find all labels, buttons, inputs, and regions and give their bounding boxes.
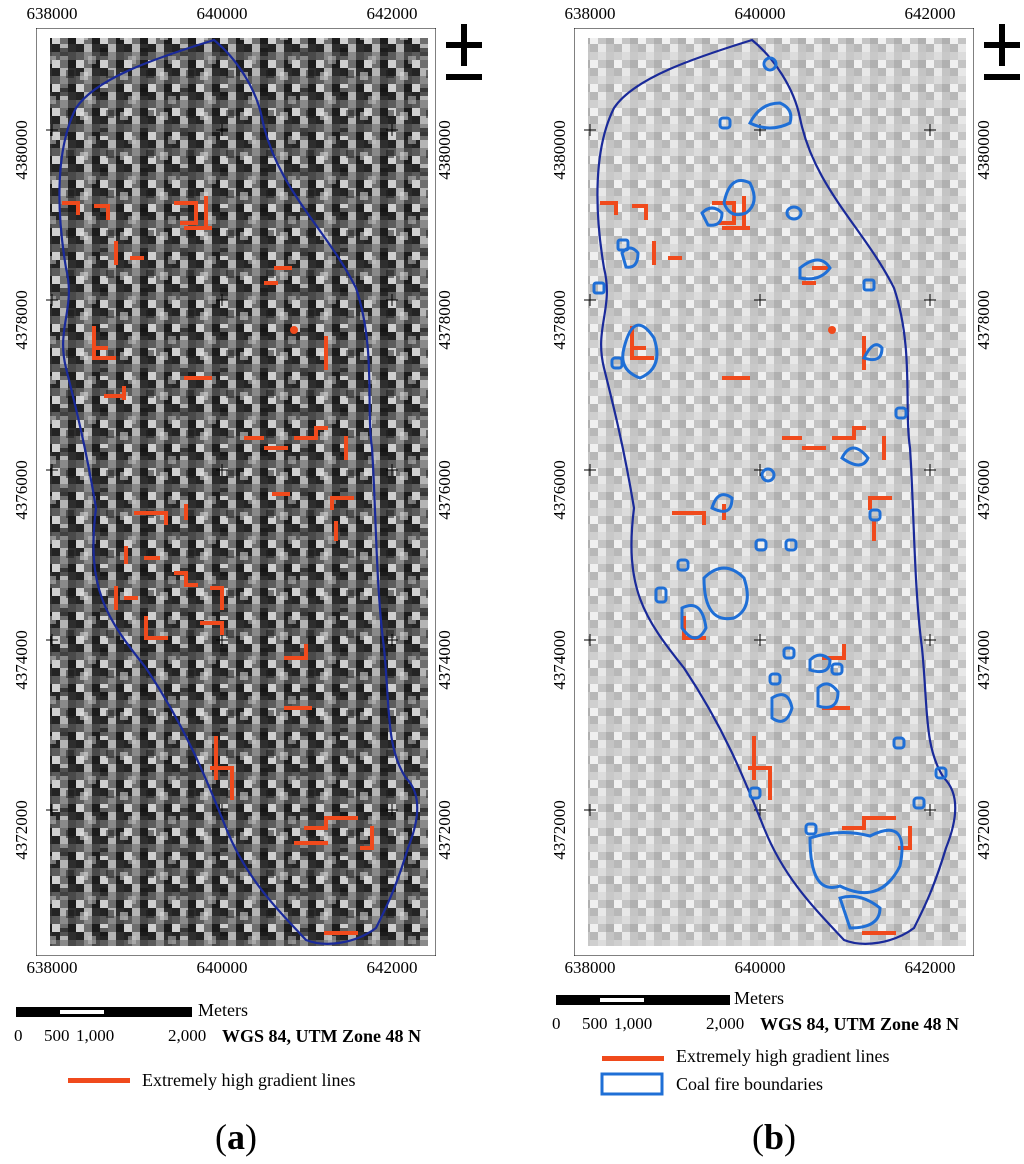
scale-label: 0: [14, 1026, 23, 1045]
scale-label: 1,000: [76, 1026, 115, 1045]
legend-box-swatch: [600, 1072, 664, 1096]
y-tick-right: 4372000: [435, 800, 454, 860]
y-tick-right: 4372000: [974, 800, 993, 860]
north-arrow-icon: [984, 24, 1020, 80]
scale-label: 1,000: [614, 1014, 653, 1033]
y-tick-right: 4374000: [974, 630, 993, 690]
x-tick-bottom: 640000: [734, 958, 786, 977]
north-arrow-icon: [446, 24, 482, 80]
legend-label: Extremely high gradient lines: [142, 1070, 356, 1090]
x-tick-top: 638000: [564, 4, 616, 23]
y-tick-left: 4380000: [550, 120, 569, 180]
legend-label: Coal fire boundaries: [676, 1074, 823, 1094]
scale-unit: Meters: [198, 1000, 248, 1020]
legend-line-swatch: [602, 1056, 664, 1061]
y-tick-right: 4380000: [435, 120, 454, 180]
y-tick-left: 4376000: [550, 460, 569, 520]
legend-line-swatch: [68, 1078, 130, 1083]
scale-label: 2,000: [168, 1026, 207, 1045]
x-tick-bottom: 642000: [366, 958, 418, 977]
y-tick-left: 4374000: [12, 630, 31, 690]
x-tick-top: 638000: [26, 4, 78, 23]
scale-unit: Meters: [734, 988, 784, 1008]
y-tick-right: 4378000: [435, 290, 454, 350]
coordinate-system: WGS 84, UTM Zone 48 N: [760, 1014, 960, 1034]
panel-label-a: (a): [215, 1117, 257, 1157]
x-tick-top: 640000: [734, 4, 786, 23]
x-tick-bottom: 638000: [26, 958, 78, 977]
y-tick-right: 4376000: [435, 460, 454, 520]
scale-label: 500: [44, 1026, 70, 1045]
y-tick-right: 4380000: [974, 120, 993, 180]
y-tick-right: 4378000: [974, 290, 993, 350]
y-tick-left: 4378000: [12, 290, 31, 350]
x-tick-bottom: 642000: [904, 958, 956, 977]
x-tick-bottom: 640000: [196, 958, 248, 977]
map-frame-a: [36, 28, 436, 956]
y-tick-right: 4374000: [435, 630, 454, 690]
map-frame-b: [574, 28, 974, 956]
y-tick-left: 4372000: [12, 800, 31, 860]
scale-bar-a: [16, 1007, 192, 1017]
legend-label: Extremely high gradient lines: [676, 1046, 890, 1066]
x-tick-top: 640000: [196, 4, 248, 23]
y-tick-left: 4376000: [12, 460, 31, 520]
scale-label: 0: [552, 1014, 561, 1033]
scale-bar-b: [556, 995, 730, 1005]
coordinate-system: WGS 84, UTM Zone 48 N: [222, 1026, 422, 1046]
y-tick-left: 4378000: [550, 290, 569, 350]
y-tick-left: 4372000: [550, 800, 569, 860]
scale-label: 500: [582, 1014, 608, 1033]
x-tick-bottom: 638000: [564, 958, 616, 977]
y-tick-left: 4380000: [12, 120, 31, 180]
panel-label-b: (b): [751, 1117, 797, 1157]
scale-label: 2,000: [706, 1014, 745, 1033]
y-tick-left: 4374000: [550, 630, 569, 690]
x-tick-top: 642000: [904, 4, 956, 23]
y-tick-right: 4376000: [974, 460, 993, 520]
x-tick-top: 642000: [366, 4, 418, 23]
